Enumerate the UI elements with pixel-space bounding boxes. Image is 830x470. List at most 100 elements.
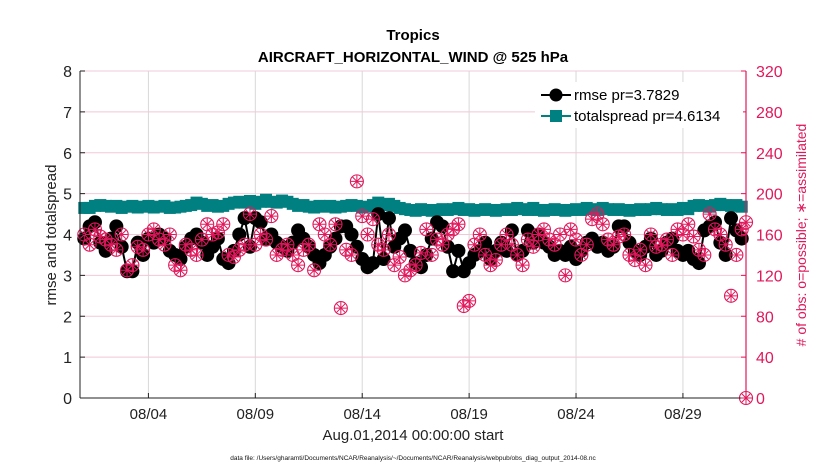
obs-count-point [686, 229, 701, 244]
obs-assimilated-marker [719, 238, 732, 251]
obs-assimilated-marker [495, 238, 508, 251]
obs-possible-marker [307, 263, 322, 278]
obs-count-point [595, 217, 610, 232]
obs-assimilated-marker [195, 233, 208, 246]
obs-count-point [344, 247, 359, 262]
obs-count-point [691, 242, 707, 257]
obs-assimilated-marker [243, 208, 256, 221]
obs-count-point [264, 209, 279, 224]
obs-assimilated-marker [254, 228, 267, 241]
y-axis-label: rmse and totalspread [43, 165, 60, 306]
obs-assimilated-marker [270, 248, 283, 261]
obs-assimilated-marker [639, 259, 652, 272]
obs-assimilated-marker [436, 238, 449, 251]
obs-possible-marker [413, 245, 429, 260]
obs-assimilated-marker [570, 233, 583, 246]
y-tick-label: 8 [63, 64, 72, 81]
obs-assimilated-marker [260, 233, 273, 246]
obs-count-point [606, 237, 621, 252]
obs-assimilated-marker [575, 248, 588, 261]
obs-assimilated-marker [233, 243, 246, 256]
obs-possible-marker [697, 247, 712, 262]
obs-assimilated-marker [559, 269, 572, 282]
obs-assimilated-marker [83, 238, 96, 251]
obs-possible-marker [397, 268, 413, 283]
obs-assimilated-marker [308, 264, 321, 277]
obs-count-point [504, 237, 519, 252]
y-right-tick-label: 120 [756, 268, 783, 285]
obs-assimilated-marker [201, 218, 214, 231]
obs-possible-marker [125, 258, 140, 273]
obs-possible-marker [392, 249, 407, 265]
obs-count-point [157, 237, 172, 252]
obs-count-point [136, 242, 151, 257]
obs-possible-marker [216, 217, 231, 232]
obs-possible-marker [82, 237, 97, 252]
obs-possible-marker [729, 247, 744, 262]
obs-assimilated-marker [190, 248, 203, 261]
obs-count-point [483, 258, 498, 273]
obs-assimilated-marker [292, 259, 305, 272]
legend-rmse-label: rmse pr=3.7829 [574, 87, 679, 104]
obs-assimilated-marker [227, 250, 240, 263]
obs-possible-marker [323, 237, 338, 252]
rmse-point [478, 235, 493, 250]
obs-count-point [729, 247, 744, 262]
obs-count-point [258, 232, 274, 247]
obs-count-point [633, 242, 648, 257]
obs-count-point [184, 242, 199, 257]
obs-assimilated-marker [479, 248, 492, 261]
obs-count-point [328, 217, 343, 232]
obs-possible-marker [109, 242, 124, 257]
obs-assimilated-marker [329, 218, 342, 231]
obs-assimilated-marker [553, 228, 566, 241]
obs-count-point [440, 227, 455, 242]
obs-possible-marker [601, 232, 616, 247]
obs-assimilated-marker [452, 218, 465, 231]
obs-assimilated-marker [500, 228, 513, 241]
y-right-tick-label: 0 [756, 391, 765, 408]
obs-possible-marker [98, 232, 113, 247]
obs-possible-marker [333, 301, 348, 316]
obs-assimilated-marker [126, 259, 139, 272]
obs-count-point [162, 227, 177, 242]
obs-count-point [424, 247, 439, 262]
obs-count-point [734, 222, 749, 237]
obs-count-point [323, 237, 338, 252]
obs-count-point [317, 227, 332, 242]
obs-count-point [707, 222, 723, 237]
obs-assimilated-marker [217, 218, 230, 231]
obs-possible-marker [232, 242, 247, 257]
obs-assimilated-marker [137, 243, 150, 256]
obs-possible-marker [365, 212, 380, 227]
obs-possible-marker [654, 237, 669, 252]
y-tick-label: 0 [63, 391, 72, 408]
obs-count-point [643, 227, 658, 242]
obs-possible-marker [595, 217, 610, 232]
obs-assimilated-marker [564, 223, 577, 236]
obs-count-point [718, 237, 733, 252]
obs-assimilated-marker [388, 259, 401, 272]
obs-possible-marker [301, 237, 316, 252]
obs-count-point [349, 174, 364, 189]
obs-assimilated-marker [730, 248, 743, 261]
obs-count-point [499, 227, 514, 242]
legend-box [535, 82, 743, 128]
legend-rmse-marker [549, 88, 563, 102]
obs-assimilated-marker [265, 210, 278, 223]
obs-count-point [488, 252, 503, 268]
x-tick-label: 08/14 [343, 406, 381, 423]
obs-count-point [574, 247, 589, 262]
obs-assimilated-marker [666, 248, 679, 261]
obs-count-point [119, 263, 135, 278]
rmse-point [718, 247, 733, 262]
obs-assimilated-marker [361, 228, 374, 241]
obs-count-point [462, 293, 477, 308]
x-tick-label: 08/09 [237, 406, 275, 423]
obs-possible-marker [558, 268, 573, 283]
obs-assimilated-marker [179, 238, 192, 251]
obs-assimilated-marker [276, 243, 289, 256]
obs-assimilated-marker [650, 240, 663, 253]
